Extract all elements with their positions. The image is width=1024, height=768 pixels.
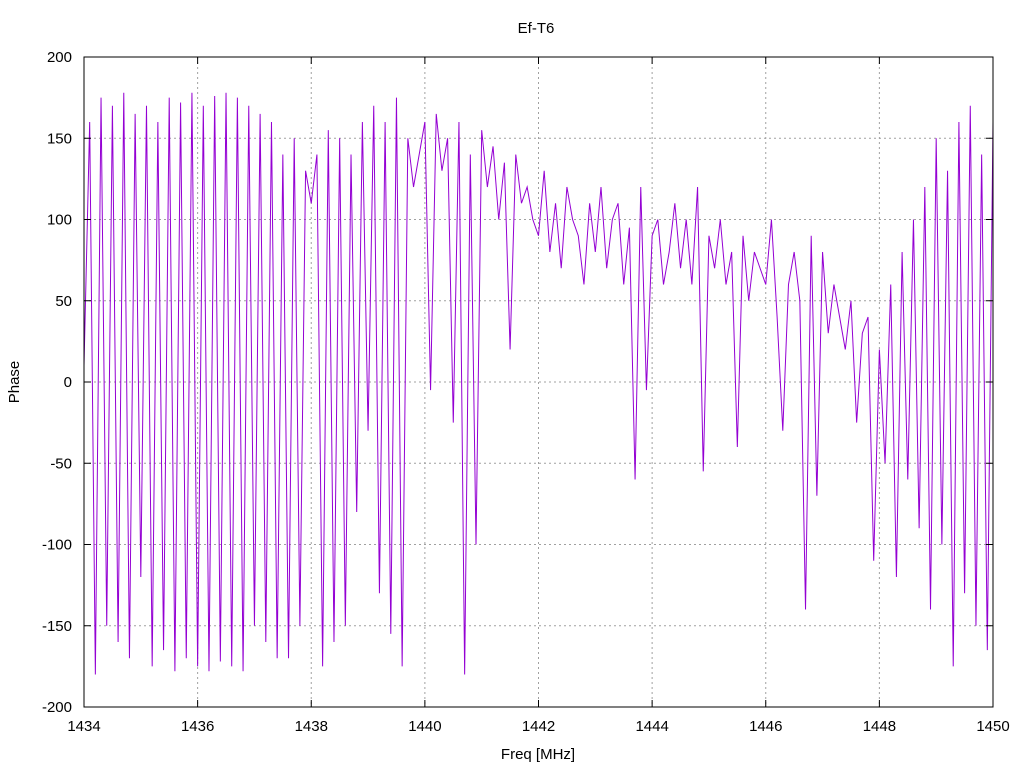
x-tick-label: 1450 xyxy=(976,718,1009,735)
x-tick-label: 1438 xyxy=(295,718,328,735)
y-tick-label: -200 xyxy=(42,699,72,716)
y-axis-title: Phase xyxy=(6,361,23,404)
series-layer xyxy=(83,92,994,675)
x-axis-title: Freq [MHz] xyxy=(501,746,575,763)
x-tick-label: 1442 xyxy=(522,718,555,735)
y-tick-label: 100 xyxy=(47,212,72,229)
y-tick-label: 50 xyxy=(55,293,72,310)
x-tick-label: 1446 xyxy=(749,718,782,735)
ticks: 1434 1436 1438 1440 1442 1444 1446 1448 1450 -200… xyxy=(42,49,1010,735)
series-line-0 xyxy=(83,92,994,675)
y-tick-label: 0 xyxy=(64,374,72,391)
x-tick-label: 1436 xyxy=(181,718,214,735)
x-tick-label: 1440 xyxy=(408,718,441,735)
x-tick-label: 1434 xyxy=(67,718,100,735)
chart-title: Ef-T6 xyxy=(518,20,555,37)
y-tick-label: -100 xyxy=(42,537,72,554)
grid xyxy=(84,57,993,707)
y-tick-label: 200 xyxy=(47,49,72,66)
y-tick-label: 150 xyxy=(47,130,72,147)
x-tick-label: 1444 xyxy=(635,718,668,735)
x-tick-label: 1448 xyxy=(863,718,896,735)
y-tick-label: -150 xyxy=(42,618,72,635)
y-tick-label: -50 xyxy=(50,455,72,472)
